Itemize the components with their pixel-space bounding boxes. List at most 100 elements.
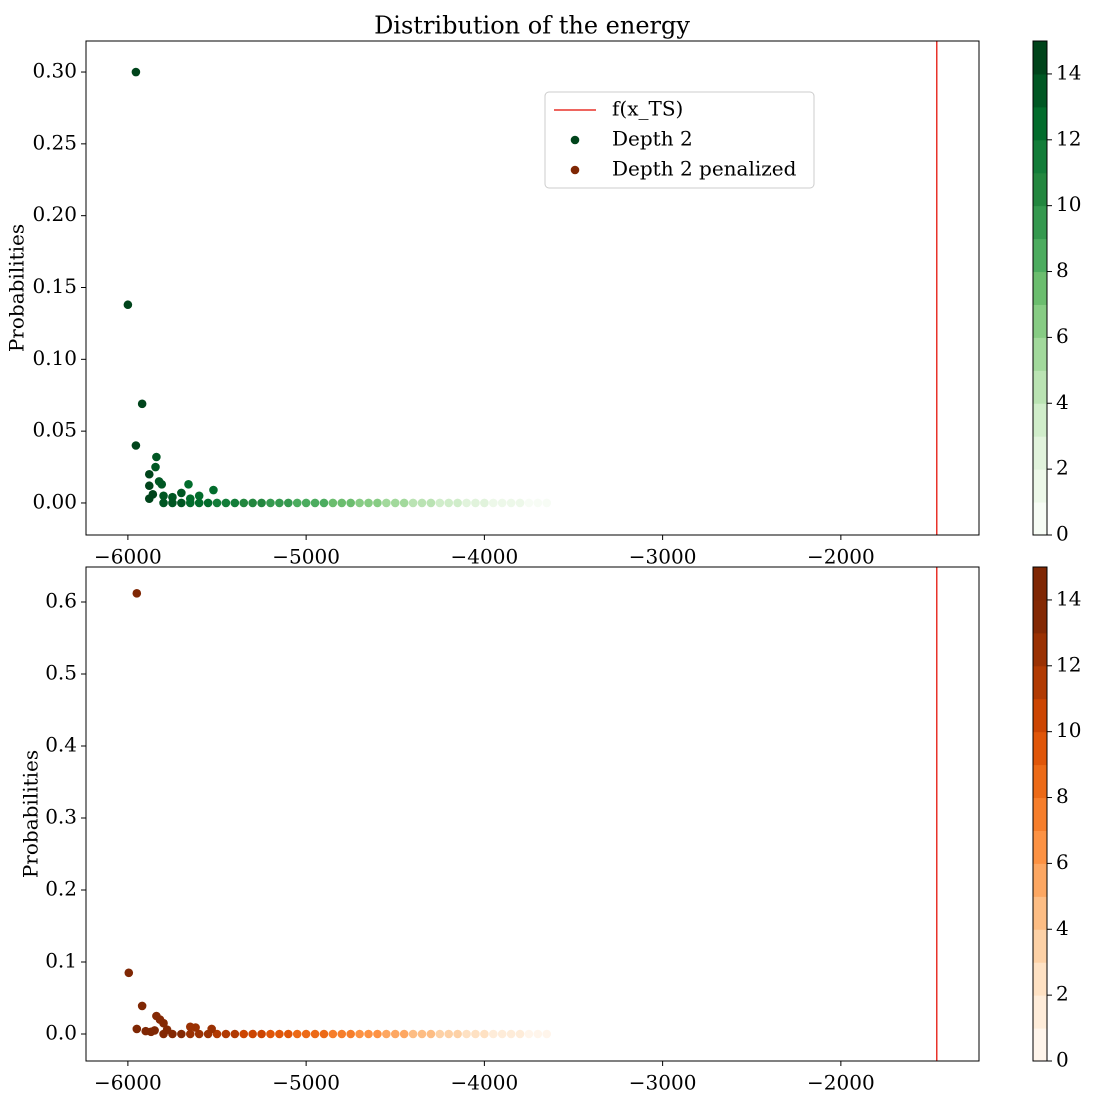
colorbar-tick-label: 2 bbox=[1056, 456, 1069, 480]
scatter-point bbox=[310, 1029, 320, 1039]
scatter-point bbox=[177, 1029, 186, 1039]
colorbar-tick-label: 14 bbox=[1056, 60, 1081, 84]
legend-label: f(x_TS) bbox=[612, 97, 683, 121]
scatter-point bbox=[194, 491, 204, 501]
scatter-point bbox=[453, 498, 462, 508]
scatter-point bbox=[266, 1029, 275, 1039]
scatter-point bbox=[230, 1029, 240, 1039]
colorbar-tick-label: 12 bbox=[1056, 126, 1081, 150]
x-tick-label: −2000 bbox=[807, 545, 875, 569]
colorbar-segment bbox=[1033, 665, 1047, 700]
colorbar-tick-label: 10 bbox=[1056, 718, 1081, 742]
colorbar-segment bbox=[1033, 436, 1047, 470]
scatter-point bbox=[444, 498, 454, 508]
scatter-point bbox=[453, 1029, 462, 1039]
scatter-point bbox=[390, 498, 400, 508]
colorbar-tick-label: 2 bbox=[1056, 982, 1069, 1006]
scatter-point bbox=[497, 1029, 507, 1039]
colorbar-segment bbox=[1033, 863, 1047, 897]
colorbar-tick-label: 4 bbox=[1056, 916, 1069, 940]
scatter-point bbox=[221, 1029, 231, 1039]
scatter-point bbox=[152, 1011, 161, 1021]
colorbar-segment bbox=[1033, 469, 1047, 503]
colorbar-segment bbox=[1033, 337, 1047, 371]
colorbar-segment bbox=[1033, 139, 1047, 174]
scatter-point bbox=[542, 1029, 552, 1039]
colorbar-tick-label: 6 bbox=[1056, 324, 1069, 348]
scatter-point bbox=[408, 1029, 418, 1039]
scatter-point bbox=[497, 498, 507, 508]
scatter-point bbox=[137, 399, 147, 409]
scatter-point bbox=[417, 498, 427, 508]
scatter-point bbox=[337, 498, 347, 508]
scatter-point bbox=[212, 1029, 222, 1039]
colorbar-segment bbox=[1033, 764, 1047, 799]
colorbar-segment bbox=[1033, 896, 1047, 930]
scatter-point bbox=[177, 498, 186, 508]
y-tick-label: 0.2 bbox=[45, 876, 77, 900]
colorbar-segment bbox=[1033, 205, 1047, 240]
y-tick-label: 0.05 bbox=[32, 418, 77, 442]
scatter-point bbox=[364, 1029, 373, 1039]
scatter-point bbox=[159, 491, 168, 501]
y-tick-label: 0.30 bbox=[32, 59, 77, 83]
scatter-point bbox=[471, 1029, 480, 1039]
x-tick-label: −2000 bbox=[807, 1071, 875, 1094]
scatter-point bbox=[319, 1029, 329, 1039]
scatter-point bbox=[382, 1029, 391, 1039]
colorbar-segment bbox=[1033, 797, 1047, 831]
colorbar-segment bbox=[1033, 106, 1047, 141]
scatter-point bbox=[209, 485, 218, 495]
colorbar-segment bbox=[1033, 698, 1047, 733]
legend-marker bbox=[570, 135, 580, 145]
scatter-point bbox=[542, 498, 552, 508]
scatter-point bbox=[144, 469, 154, 479]
scatter-point bbox=[152, 452, 161, 462]
scatter-point bbox=[132, 589, 142, 598]
scatter-point bbox=[417, 1029, 427, 1039]
scatter-point bbox=[212, 498, 222, 508]
scatter-point bbox=[506, 498, 516, 508]
x-tick-label: −5000 bbox=[272, 545, 340, 569]
colorbar-tick-label: 14 bbox=[1056, 586, 1081, 610]
scatter-point bbox=[257, 1029, 266, 1039]
colorbar-tick-label: 0 bbox=[1056, 1048, 1069, 1072]
scatter-point bbox=[275, 1029, 284, 1039]
scatter-point bbox=[151, 462, 160, 472]
y-tick-label: 0.1 bbox=[45, 948, 77, 972]
scatter-point bbox=[154, 477, 164, 486]
scatter-point bbox=[203, 498, 213, 508]
colorbar-segment bbox=[1033, 962, 1047, 996]
scatter-point bbox=[319, 498, 329, 508]
colorbar-segment bbox=[1033, 830, 1047, 864]
legend-label: Depth 2 bbox=[612, 127, 693, 151]
scatter-point bbox=[346, 1029, 355, 1039]
scatter-point bbox=[177, 488, 186, 498]
scatter-point bbox=[373, 1029, 382, 1039]
colorbar-segment bbox=[1033, 502, 1047, 536]
scatter-point bbox=[266, 498, 275, 508]
scatter-point bbox=[284, 498, 293, 508]
scatter-point bbox=[337, 1029, 347, 1039]
scatter-point bbox=[399, 498, 409, 508]
scatter-point bbox=[462, 498, 471, 508]
scatter-point bbox=[310, 498, 320, 508]
colorbar-tick-label: 10 bbox=[1056, 192, 1081, 216]
scatter-point bbox=[239, 498, 249, 508]
scatter-point bbox=[221, 498, 231, 508]
colorbar-frame bbox=[1032, 40, 1048, 536]
scatter-point bbox=[194, 498, 204, 508]
scatter-point bbox=[524, 1029, 534, 1039]
x-tick-label: −4000 bbox=[451, 545, 519, 569]
plot-frame bbox=[85, 566, 980, 1062]
scatter-point bbox=[292, 498, 302, 508]
scatter-point bbox=[328, 498, 338, 508]
colorbar-segment bbox=[1033, 271, 1047, 305]
scatter-point bbox=[480, 1029, 489, 1039]
scatter-point bbox=[144, 481, 154, 491]
colorbar-segment bbox=[1033, 41, 1047, 75]
scatter-point bbox=[488, 1029, 498, 1039]
y-tick-label: 0.00 bbox=[32, 489, 77, 513]
x-tick-label: −4000 bbox=[451, 1071, 519, 1094]
